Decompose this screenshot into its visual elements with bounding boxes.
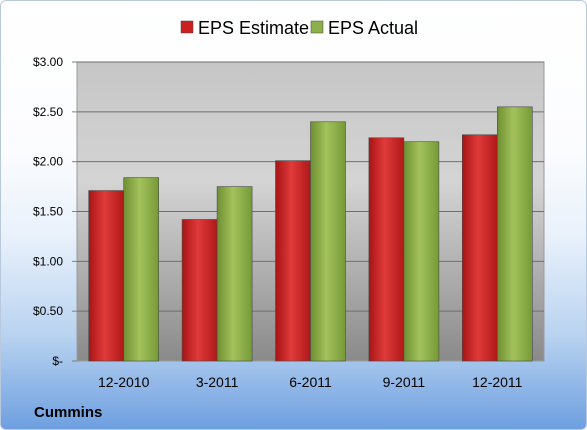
legend-swatch [180, 20, 194, 34]
x-category-label: 3-2011 [196, 374, 239, 390]
legend-label: EPS Estimate [198, 18, 309, 38]
y-tick-label: $3.00 [33, 55, 63, 69]
y-tick-label: $- [52, 354, 63, 368]
bar-eps-actual [496, 106, 533, 362]
legend-label: EPS Actual [328, 18, 418, 38]
x-category-label: 6-2011 [289, 374, 332, 390]
y-tick-label: $0.50 [33, 304, 63, 318]
bar-eps-actual [216, 186, 253, 362]
bar-eps-actual [403, 141, 440, 362]
bar-eps-estimate [88, 190, 124, 362]
bar-eps-estimate [368, 137, 405, 362]
x-category-label: 9-2011 [383, 374, 426, 390]
y-tick-label: $2.50 [33, 105, 63, 119]
company-label: Cummins [34, 404, 102, 421]
y-tick-label: $1.00 [33, 254, 63, 268]
x-category-label: 12-2011 [472, 374, 523, 390]
bars [88, 106, 533, 362]
x-axis: 12-2010 3-2011 6-2011 9-2011 12-2011 [98, 374, 523, 390]
bar-eps-estimate [461, 134, 498, 362]
bar-eps-estimate [181, 219, 218, 362]
bar-eps-actual [310, 121, 346, 362]
y-tick-label: $2.00 [33, 155, 63, 169]
legend: EPS Estimate EPS Actual [180, 18, 418, 38]
bar-eps-estimate [275, 160, 311, 362]
y-axis: $- $0.50 $1.00 $1.50 $2.00 $2.50 $3.00 [33, 55, 77, 368]
bar-eps-actual [123, 177, 159, 362]
legend-swatch [310, 20, 324, 34]
x-category-label: 12-2010 [98, 374, 150, 390]
y-tick-label: $1.50 [33, 205, 63, 219]
